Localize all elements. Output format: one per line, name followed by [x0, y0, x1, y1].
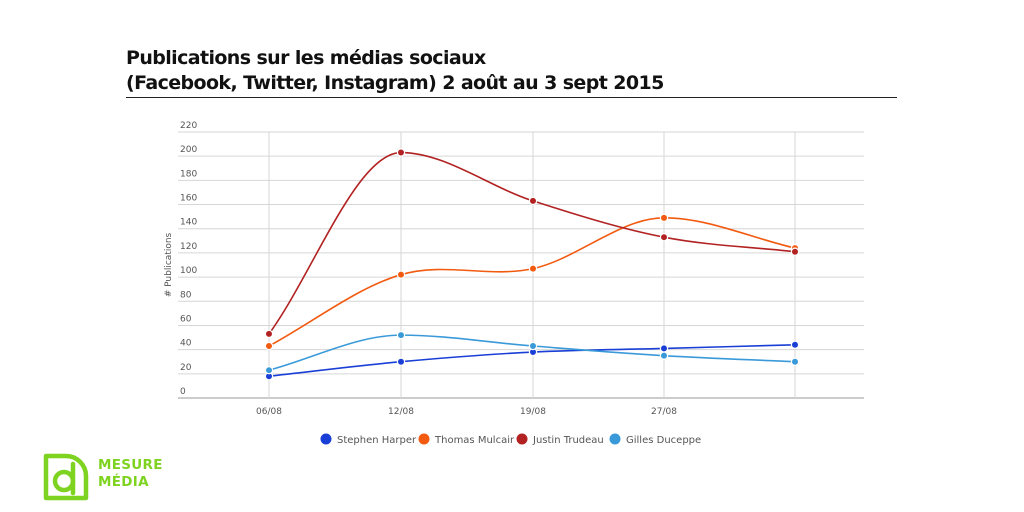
y-tick-label: 20: [180, 363, 192, 373]
data-point-stephen-harper: [396, 357, 406, 366]
y-tick-label: 180: [180, 169, 197, 179]
x-tick-label: 12/08: [388, 407, 414, 417]
logo-text-line-2: MÉDIA: [98, 474, 149, 490]
series-line-justin-trudeau: [268, 151, 796, 335]
y-tick-label: 80: [180, 290, 192, 300]
x-tick-label: 06/08: [256, 407, 282, 417]
legend-label-gilles-duceppe: Gilles Duceppe: [626, 435, 701, 446]
y-tick-label: 120: [180, 242, 197, 252]
chart-title-line-2: (Facebook, Twitter, Instagram) 2 août au…: [126, 72, 664, 94]
data-point-gilles-duceppe: [264, 365, 274, 375]
y-axis-label: # Publications: [164, 232, 174, 297]
chart-title-line-1: Publications sur les médias sociaux: [126, 47, 486, 69]
data-point-thomas-mulcair: [264, 341, 274, 351]
legend-label-thomas-mulcair: Thomas Mulcair: [434, 435, 515, 446]
x-tick-label: 19/08: [520, 407, 546, 417]
chart-title: Publications sur les médias sociaux (Fac…: [126, 46, 897, 98]
y-tick-label: 0: [180, 387, 186, 397]
x-tick-label: 27/08: [651, 407, 677, 417]
mesure-media-logo: MESURE MÉDIA: [36, 452, 176, 502]
data-point-gilles-duceppe: [790, 357, 800, 366]
y-tick-label: 200: [180, 145, 197, 155]
data-point-thomas-mulcair: [528, 264, 538, 273]
y-tick-label: 220: [180, 121, 197, 131]
data-point-gilles-duceppe: [659, 351, 669, 360]
data-point-justin-trudeau: [264, 329, 274, 339]
data-point-gilles-duceppe: [396, 330, 406, 340]
y-tick-label: 100: [180, 266, 197, 276]
data-point-thomas-mulcair: [659, 213, 669, 223]
y-tick-label: 40: [180, 339, 192, 349]
legend-marker-justin-trudeau: [516, 433, 528, 445]
data-point-justin-trudeau: [396, 148, 406, 157]
y-tick-label: 60: [180, 314, 192, 324]
data-point-stephen-harper: [790, 340, 800, 349]
legend-marker-gilles-duceppe: [609, 433, 621, 445]
data-point-justin-trudeau: [659, 232, 669, 242]
legend-label-stephen-harper: Stephen Harper: [337, 435, 417, 446]
series-line-thomas-mulcair: [268, 217, 796, 347]
logo-text-line-1: MESURE: [98, 457, 163, 473]
logo-text: MESURE MÉDIA: [98, 457, 163, 491]
legend-label-justin-trudeau: Justin Trudeau: [532, 435, 604, 446]
legend-marker-thomas-mulcair: [418, 433, 430, 445]
data-point-gilles-duceppe: [528, 341, 538, 351]
y-tick-label: 140: [180, 218, 197, 228]
legend-marker-stephen-harper: [320, 433, 332, 445]
logo-d-icon: [43, 453, 89, 501]
data-point-justin-trudeau: [790, 247, 800, 256]
y-tick-label: 160: [180, 194, 197, 204]
data-point-justin-trudeau: [528, 196, 538, 206]
data-point-thomas-mulcair: [396, 270, 406, 279]
data-point-stephen-harper: [659, 344, 669, 353]
